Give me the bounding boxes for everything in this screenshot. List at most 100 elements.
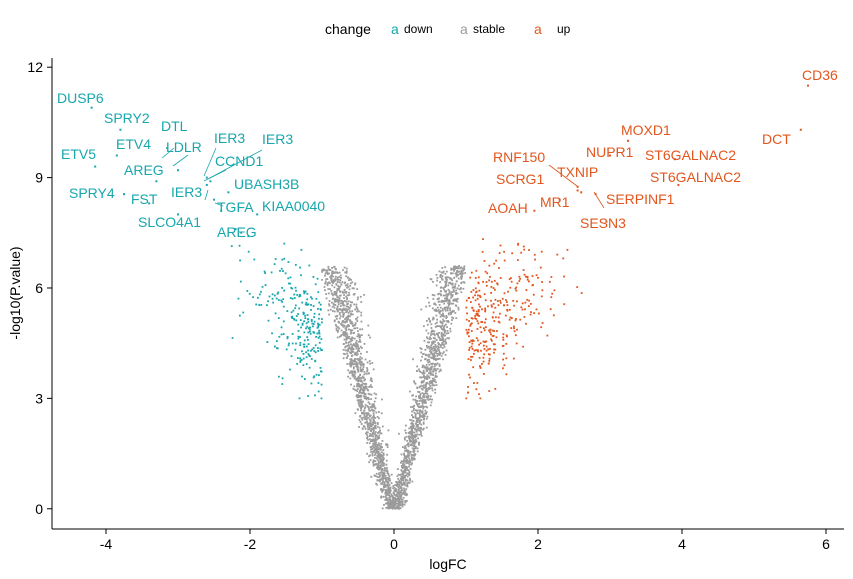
data-point <box>358 395 360 398</box>
data-point <box>286 335 289 338</box>
data-point <box>360 407 363 410</box>
data-point <box>434 309 437 312</box>
data-point <box>398 479 401 482</box>
data-point <box>431 370 434 373</box>
data-point <box>346 357 348 359</box>
data-point <box>550 276 553 278</box>
data-point <box>304 303 307 306</box>
data-point <box>363 415 366 418</box>
data-point <box>347 328 350 331</box>
data-point <box>351 345 353 348</box>
labeled-point-areg <box>155 180 158 183</box>
data-point <box>381 507 384 510</box>
data-point <box>432 280 434 283</box>
data-point <box>372 445 374 447</box>
data-point <box>447 312 450 315</box>
data-point <box>411 480 414 483</box>
data-point <box>405 499 408 502</box>
data-point <box>325 278 328 281</box>
data-point <box>426 397 429 400</box>
data-point <box>412 409 415 412</box>
data-point <box>362 376 365 379</box>
data-point <box>405 462 408 465</box>
data-point <box>408 437 411 440</box>
data-point <box>352 348 355 351</box>
data-point <box>407 445 410 448</box>
data-point <box>397 502 400 505</box>
labeled-point-scrg1 <box>576 189 579 192</box>
data-point <box>385 502 388 505</box>
data-point <box>351 287 354 290</box>
data-point <box>358 391 361 394</box>
data-point <box>387 473 390 476</box>
data-point <box>449 277 452 280</box>
data-point <box>505 301 508 303</box>
data-point <box>331 284 334 287</box>
data-point <box>337 285 340 288</box>
data-point <box>373 454 376 456</box>
data-point <box>345 275 348 278</box>
data-point <box>416 387 419 390</box>
data-point <box>439 369 442 372</box>
data-point <box>416 404 419 407</box>
data-point <box>411 447 414 450</box>
data-point <box>440 277 443 280</box>
data-point <box>313 316 316 319</box>
data-point <box>441 307 444 310</box>
data-point <box>361 405 363 408</box>
data-point <box>359 328 361 331</box>
data-point <box>439 300 441 303</box>
data-point <box>431 294 434 296</box>
data-point <box>429 336 431 339</box>
data-point <box>407 469 410 472</box>
data-point <box>396 468 399 471</box>
data-point <box>471 342 474 345</box>
data-point <box>404 479 407 481</box>
data-point <box>477 281 480 284</box>
data-point <box>317 337 320 339</box>
data-point <box>394 500 396 502</box>
data-point <box>390 505 392 507</box>
data-point <box>365 412 368 414</box>
data-point <box>459 273 462 276</box>
data-point <box>347 323 350 326</box>
data-point <box>490 333 492 336</box>
data-point <box>324 272 327 275</box>
data-point <box>438 297 440 300</box>
leader-line <box>593 191 605 209</box>
data-point <box>433 349 436 351</box>
data-point <box>366 435 369 438</box>
data-point <box>295 319 298 322</box>
data-point <box>437 334 439 336</box>
data-point <box>380 412 383 415</box>
data-point <box>434 376 437 378</box>
data-point <box>364 397 367 400</box>
data-point <box>370 405 373 408</box>
data-point <box>347 308 350 311</box>
data-point <box>404 446 407 449</box>
data-point <box>466 312 468 315</box>
data-point <box>423 339 426 342</box>
data-point <box>432 342 435 345</box>
data-point <box>432 374 434 376</box>
data-point <box>435 349 438 352</box>
data-point <box>367 389 370 392</box>
data-point <box>379 448 382 451</box>
data-point <box>441 347 444 350</box>
data-point <box>375 451 378 454</box>
data-point <box>298 307 301 310</box>
data-point <box>354 352 356 355</box>
data-point <box>517 242 519 245</box>
data-point <box>405 467 408 469</box>
data-point <box>291 317 294 320</box>
data-point <box>405 457 408 460</box>
data-point <box>341 320 344 323</box>
data-point <box>364 421 367 424</box>
data-point <box>348 351 351 354</box>
data-point <box>432 362 434 365</box>
data-point <box>485 281 488 283</box>
gene-label-scrg1: SCRG1 <box>496 171 544 187</box>
data-point <box>425 305 428 308</box>
data-point <box>429 320 431 323</box>
